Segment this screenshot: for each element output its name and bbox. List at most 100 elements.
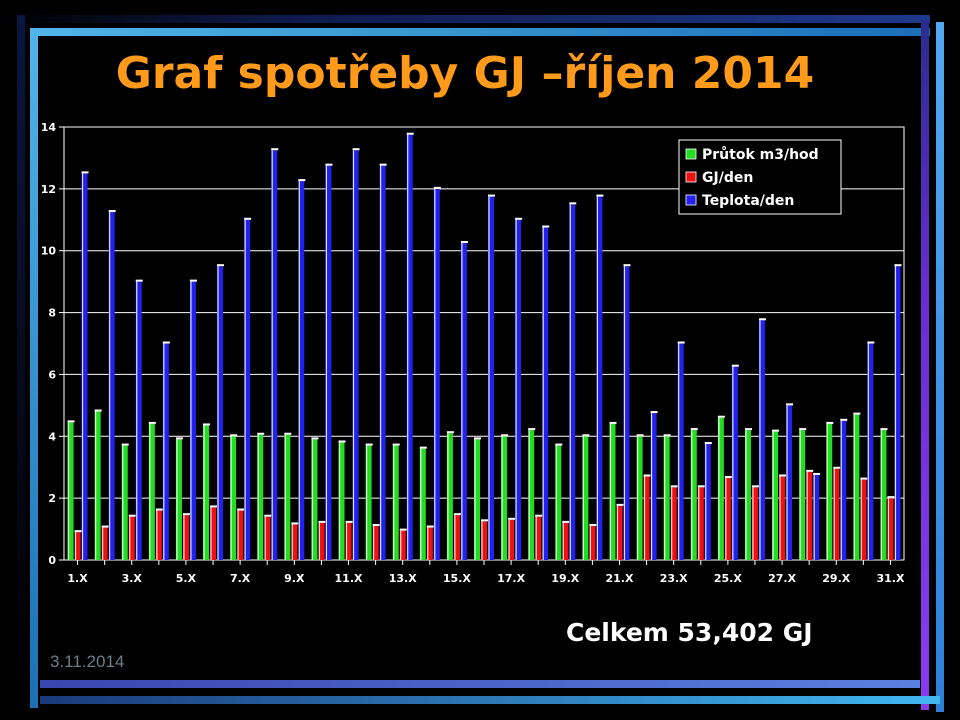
bar — [94, 411, 101, 560]
bar — [779, 476, 786, 560]
bar — [853, 414, 860, 560]
bar-cap — [175, 437, 183, 440]
bar-cap — [589, 523, 597, 526]
bar-cap — [338, 440, 346, 443]
bar-cap — [488, 194, 495, 197]
bar-cap — [542, 225, 550, 228]
bar — [325, 165, 332, 561]
bar — [670, 487, 677, 560]
bar — [799, 430, 806, 560]
x-tick-label: 5.X — [176, 572, 197, 585]
bar-cap — [677, 341, 685, 344]
bar — [751, 487, 758, 560]
bar-cap — [121, 443, 129, 446]
bar — [596, 196, 603, 560]
bar — [271, 150, 278, 561]
bar — [717, 417, 724, 560]
bar-cap — [460, 240, 468, 243]
bar-cap — [508, 517, 516, 520]
legend-label: GJ/den — [702, 170, 753, 186]
x-tick-label: 3.X — [122, 572, 143, 585]
bar-cap — [758, 318, 766, 321]
y-tick-label: 2 — [48, 492, 56, 505]
frame-bar-right-purple — [921, 20, 929, 710]
bar-cap — [596, 194, 604, 197]
bar — [826, 423, 833, 560]
bar-cap — [94, 409, 102, 412]
bar — [528, 430, 535, 560]
bar — [508, 519, 515, 560]
bar-cap — [67, 420, 75, 423]
bar-cap — [569, 202, 577, 205]
bar-cap — [217, 264, 225, 267]
bar-cap — [501, 434, 509, 437]
bar — [230, 436, 237, 560]
bar — [352, 150, 359, 561]
legend-swatch — [685, 148, 697, 160]
bar-cap — [731, 364, 739, 367]
bar-cap — [365, 443, 373, 446]
bar — [217, 266, 224, 560]
bar — [419, 448, 426, 560]
bar — [148, 423, 155, 560]
bar-cap — [230, 434, 238, 437]
bar — [311, 439, 318, 560]
bars — [67, 132, 902, 561]
bar — [515, 219, 522, 561]
bar-cap — [826, 421, 834, 424]
bar-cap — [298, 179, 306, 182]
bar — [372, 525, 379, 560]
bar-cap — [406, 132, 414, 135]
bar-cap — [271, 148, 279, 151]
bar-cap — [623, 264, 631, 267]
x-tick-label: 17.X — [497, 572, 525, 585]
bar — [488, 196, 494, 560]
bar — [365, 445, 372, 560]
date-label: 3.11.2014 — [50, 652, 125, 671]
frame-bar-left-cyan — [30, 28, 38, 708]
x-tick-label: 25.X — [714, 572, 742, 585]
bar-cap — [101, 525, 109, 528]
bar-cap — [894, 264, 902, 267]
bar — [867, 343, 874, 560]
x-tick-label: 15.X — [443, 572, 471, 585]
bar — [392, 445, 399, 560]
bar — [128, 516, 135, 560]
frame-bar-bottom-blue — [40, 680, 920, 688]
bar-cap — [813, 472, 821, 475]
frame-bar-left-dark — [17, 15, 25, 705]
bar — [446, 433, 453, 560]
x-tick-label: 27.X — [768, 572, 796, 585]
bar-cap — [609, 421, 617, 424]
bar-cap — [155, 508, 163, 511]
bar-cap — [284, 432, 292, 435]
x-tick-label: 21.X — [605, 572, 633, 585]
bar — [481, 521, 487, 560]
frame-bar-bottom-cyan — [40, 696, 940, 704]
bar — [474, 439, 480, 560]
x-tick-label: 31.X — [876, 572, 904, 585]
bar — [298, 181, 305, 560]
bar-cap — [392, 443, 400, 446]
bar-cap — [162, 341, 170, 344]
x-tick-label: 7.X — [230, 572, 251, 585]
bar — [284, 434, 291, 560]
bar — [636, 436, 643, 560]
bar-cap — [515, 217, 523, 220]
bar — [345, 522, 352, 560]
bar-cap — [535, 514, 543, 517]
bar-cap — [751, 485, 759, 488]
bar — [453, 515, 460, 560]
bar — [731, 366, 738, 560]
bar-cap — [135, 279, 143, 282]
bar — [697, 487, 704, 560]
bar-cap — [786, 403, 794, 406]
bar — [74, 532, 81, 560]
y-tick-label: 12 — [41, 183, 56, 196]
bar — [616, 505, 623, 560]
bar-cap — [616, 503, 624, 506]
frame-bar-right-cyan — [936, 22, 944, 712]
legend-label: Průtok m3/hod — [702, 146, 819, 163]
y-tick-label: 8 — [48, 307, 56, 320]
bar — [542, 227, 549, 560]
